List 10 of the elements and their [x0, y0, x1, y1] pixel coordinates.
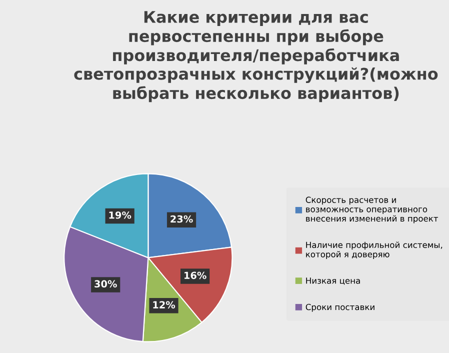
legend-label: Низкая цена	[306, 278, 360, 285]
legend-label: Наличие профильной системы, которой я доверяю	[306, 242, 442, 259]
data-label: 12%	[153, 301, 176, 308]
legend-label: Сроки поставки	[306, 304, 374, 312]
data-label: 30%	[94, 280, 117, 288]
chart-title: Какие критерии для вас первостепенны при выборе производителя/переработчика светопрозрачных конструкций?(можно выбрать несколько вариантов)	[74, 11, 438, 102]
data-label: 19%	[109, 211, 132, 219]
data-label: 23%	[170, 215, 193, 223]
data-label: 16%	[184, 272, 206, 280]
legend-label: Скорость расчетов и возможность оперативного внесения изменений в проект	[306, 196, 438, 224]
